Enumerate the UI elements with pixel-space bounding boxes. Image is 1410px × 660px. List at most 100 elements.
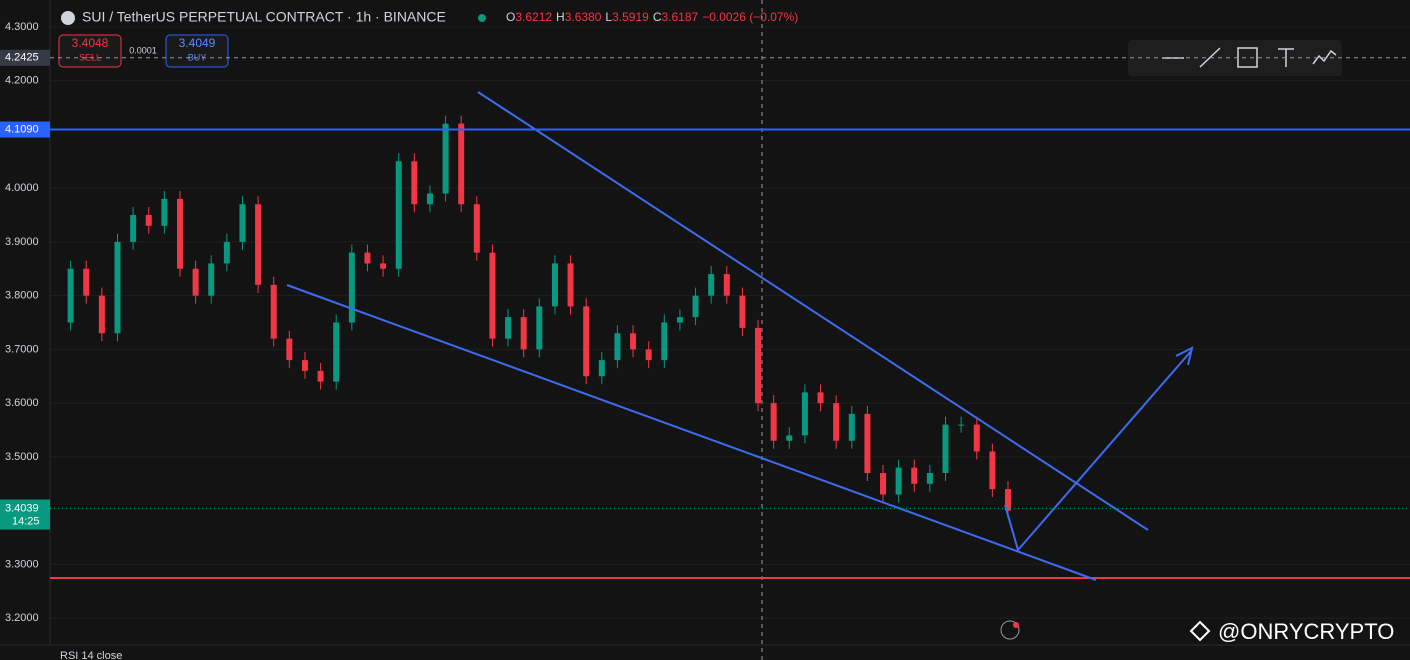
countdown: 14:25 [12, 515, 40, 527]
watermark: @ONRYCRYPTO [1218, 619, 1394, 644]
candle-body [880, 473, 887, 495]
candle-body [864, 413, 871, 473]
l-label: L [605, 10, 612, 24]
candle-body [926, 473, 933, 484]
level-tag [0, 121, 50, 138]
y-tick-label: 3.9000 [5, 236, 39, 248]
candle-body [645, 349, 652, 361]
candles [67, 115, 1011, 519]
level-label: 4.1090 [5, 123, 39, 135]
y-tick-label: 4.0000 [5, 182, 39, 194]
spread: 0.0001 [129, 45, 157, 55]
candle-body [739, 295, 746, 328]
candle-body [755, 327, 762, 404]
candle-body [770, 403, 777, 441]
buy-price: 3.4049 [179, 36, 216, 50]
candle-body [395, 161, 402, 269]
candle-body [161, 198, 168, 226]
alert-dot [1013, 622, 1019, 628]
candle-body [598, 360, 605, 377]
candle-body [380, 263, 387, 269]
h-value: 3.6380 [565, 10, 602, 24]
candle-body [801, 392, 808, 436]
y-tick-label: 3.8000 [5, 290, 39, 302]
candle-body [551, 263, 558, 307]
candle-body [192, 268, 199, 296]
y-tick-label: 4.2000 [5, 75, 39, 87]
indicator-label: RSI 14 close [60, 650, 122, 660]
candle-body [505, 317, 512, 339]
candle-body [817, 392, 824, 404]
candle-body [520, 317, 527, 350]
candle-body [208, 263, 215, 296]
candle-body [411, 161, 418, 205]
h-label: H [556, 10, 565, 24]
drawings [286, 91, 1194, 581]
candle-body [333, 322, 340, 382]
o-value: 3.6212 [515, 10, 552, 24]
arrow-head [1175, 346, 1194, 366]
y-tick-label: 3.6000 [5, 397, 39, 409]
candle-body [458, 123, 465, 205]
replay-icon[interactable] [1000, 620, 1020, 640]
candle-body [630, 333, 637, 350]
candle-body [301, 360, 308, 371]
y-tick-label: 3.2000 [5, 612, 39, 624]
y-tick-label: 3.3000 [5, 558, 39, 570]
candle-body [614, 333, 621, 361]
candle-body [176, 198, 183, 269]
sell-button[interactable] [58, 34, 122, 68]
candle-body [1005, 489, 1011, 511]
symbol-title: SUI / TetherUS PERPETUAL CONTRACT · 1h ·… [82, 9, 446, 25]
candle-body [786, 435, 793, 441]
change: −0.0026 (−0.07%) [702, 10, 798, 24]
c-label: C [653, 10, 662, 24]
candle-body [692, 295, 699, 318]
o-label: O [506, 10, 515, 24]
trendline-lower [286, 284, 1097, 581]
candle-body [958, 424, 965, 426]
candle-body [286, 338, 293, 361]
candle-body [536, 306, 543, 350]
candle-body [270, 284, 277, 339]
candle-body [442, 123, 449, 194]
candle-body [67, 268, 74, 323]
y-tick-label: 3.7000 [5, 343, 39, 355]
candle-body [973, 424, 980, 452]
candle-body [848, 413, 855, 441]
candle-body [911, 467, 918, 484]
candle-body [723, 274, 730, 296]
candle-body [833, 403, 840, 441]
sell-price: 3.4048 [72, 36, 109, 50]
candle-body [317, 370, 324, 382]
candle-body [895, 467, 902, 495]
candle-body [83, 268, 90, 296]
candle-body [130, 215, 137, 242]
buy-button[interactable] [165, 34, 229, 68]
header: SUI / TetherUS PERPETUAL CONTRACT · 1h ·… [61, 9, 798, 25]
candle-body [98, 295, 105, 334]
last-price-tag [0, 499, 50, 530]
candle-body [489, 252, 496, 339]
l-value: 3.5919 [612, 10, 649, 24]
y-tick-label: 3.5000 [5, 451, 39, 463]
tool-path[interactable] [1312, 49, 1337, 65]
watermark-logo [1189, 620, 1211, 642]
last-price-label: 3.4039 [5, 502, 39, 514]
candle-body [661, 322, 668, 361]
candle-body [114, 241, 121, 334]
candle-body [145, 215, 152, 226]
trendline-upper [477, 91, 1149, 531]
ohlc: O3.6212 H3.6380 L3.5919 C3.6187 −0.0026 (−0.… [506, 10, 798, 24]
candle-body [942, 424, 949, 473]
y-tick-label: 4.3000 [5, 21, 39, 33]
crosshair-tag [0, 49, 50, 66]
crosshair-label: 4.2425 [5, 52, 39, 64]
candle-body [473, 204, 480, 253]
candle-body [223, 241, 230, 264]
candle-body [364, 252, 371, 264]
c-value: 3.6187 [661, 10, 698, 24]
